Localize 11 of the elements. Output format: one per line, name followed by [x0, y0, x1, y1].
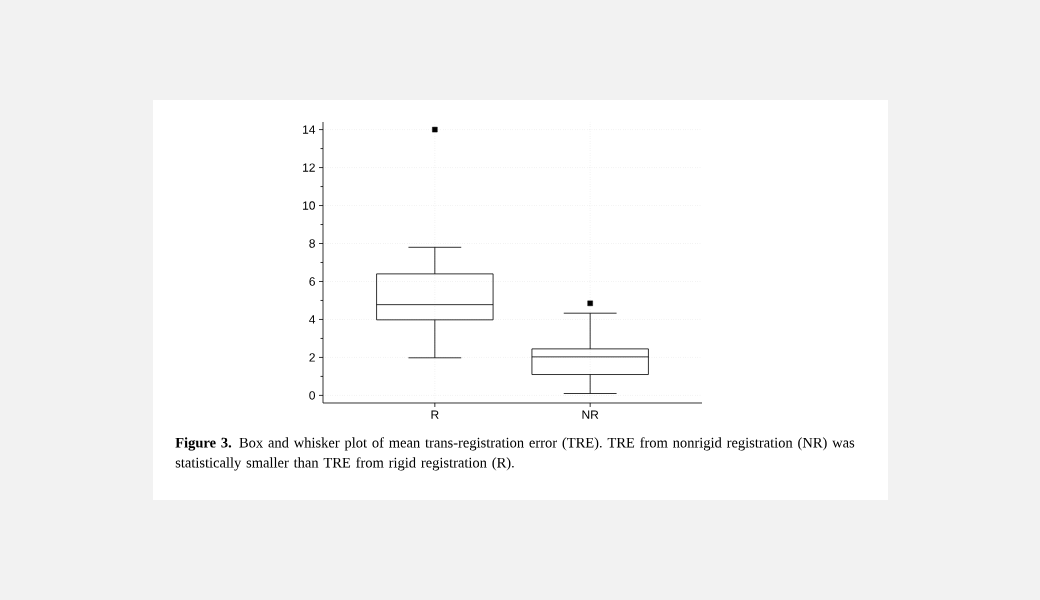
- y-tick-label: 4: [309, 315, 316, 324]
- y-tick-label: 12: [303, 163, 315, 172]
- y-tick-label: 14: [303, 125, 316, 134]
- x-tick-label: R: [431, 410, 439, 419]
- x-tick-label: NR: [582, 410, 599, 419]
- y-tick-label: 10: [303, 201, 316, 210]
- text: Figure 3. Box and whisker plot of mean trans-registration error (TRE). TRE from nonrigid registration (NR) was statistically smaller than TRE from rigid registration (R).: [175, 437, 855, 471]
- y-tick-label: 0: [309, 391, 316, 400]
- y-tick-label: 6: [309, 277, 315, 286]
- y-tick-label: 8: [309, 239, 315, 248]
- y-tick-label: 2: [309, 353, 315, 362]
